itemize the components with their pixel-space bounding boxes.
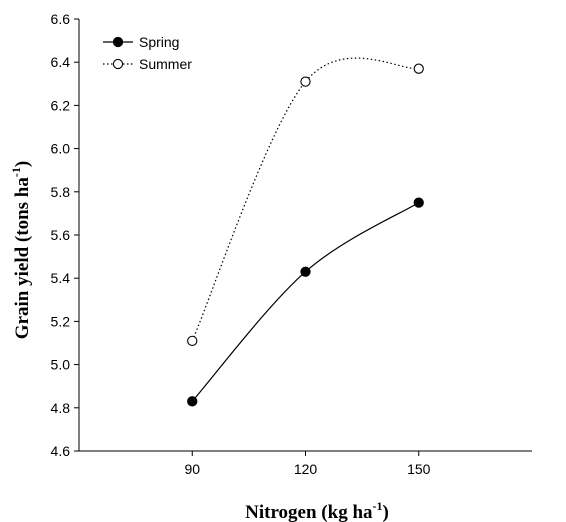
- y-tick-label: 4.8: [51, 400, 71, 416]
- y-tick-label: 6.2: [51, 97, 71, 113]
- x-axis-title: Nitrogen (kg ha-1): [245, 499, 389, 522]
- x-tick-label: 150: [407, 461, 431, 477]
- y-tick-label: 5.4: [51, 270, 71, 286]
- legend: Spring Summer: [103, 34, 192, 72]
- data-point-summer: [300, 76, 311, 87]
- data-point-spring: [413, 197, 424, 208]
- data-point-summer: [187, 335, 198, 346]
- y-axis-title-sup: -1: [9, 167, 23, 177]
- x-axis-title-close: ): [383, 502, 389, 522]
- data-point-spring: [187, 396, 198, 407]
- y-tick-label: 4.6: [51, 443, 71, 459]
- x-axis-title-main: Nitrogen (kg ha: [245, 502, 373, 522]
- legend-marker-summer: [112, 58, 124, 70]
- data-point-summer: [413, 63, 424, 74]
- x-tick-label: 90: [184, 461, 200, 477]
- y-tick-label: 5.2: [51, 313, 71, 329]
- y-axis-title: Grain yield (tons ha-1): [9, 161, 33, 339]
- y-tick-label: 5.6: [51, 227, 71, 243]
- y-tick-label: 6.4: [51, 54, 71, 70]
- y-tick-label: 5.0: [51, 357, 71, 373]
- x-tick-label: 120: [294, 461, 318, 477]
- y-axis-title-main: Grain yield (tons ha: [12, 177, 33, 340]
- y-axis-title-close: ): [12, 161, 33, 167]
- x-axis-title-sup: -1: [373, 499, 383, 513]
- series-layer: [187, 57, 424, 407]
- y-tick-label: 6.6: [51, 11, 71, 27]
- y-axis-ticks: 4.6 4.8 5.0 5.2 5.4 5.6 5.8 6.0 6.2 6.4 6.6: [51, 11, 79, 459]
- x-axis-ticks: 90 120 150: [184, 451, 431, 477]
- legend-label-summer: Summer: [139, 56, 192, 72]
- series-line-summer: [191, 57, 419, 342]
- series-line-spring: [191, 202, 420, 402]
- legend-label-spring: Spring: [139, 34, 179, 50]
- y-tick-label: 6.0: [51, 141, 71, 157]
- data-point-spring: [300, 266, 311, 277]
- y-tick-label: 5.8: [51, 184, 71, 200]
- legend-marker-spring: [112, 36, 124, 48]
